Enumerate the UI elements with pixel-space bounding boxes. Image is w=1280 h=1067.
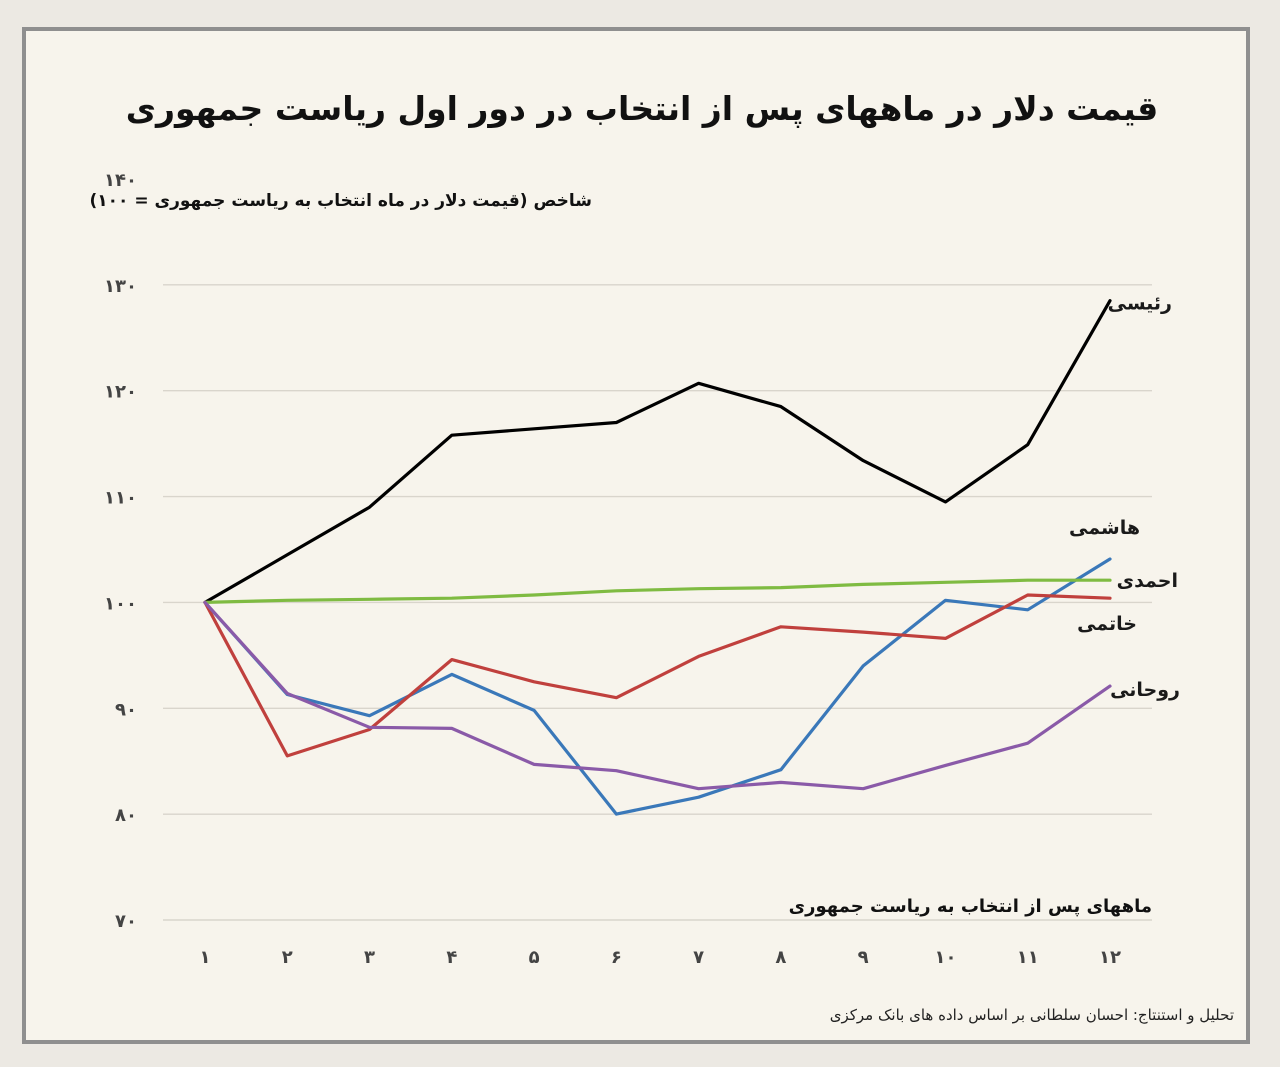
chart-title: قیمت دلار در ماههای پس از انتخاب در دور …: [126, 89, 1159, 129]
x-tick-label: ۴: [446, 947, 457, 968]
chart-frame: [22, 27, 1250, 1044]
x-tick-label: ۲: [282, 947, 293, 968]
y-tick-label: ۱۰۰: [104, 593, 137, 614]
y-tick-label: ۸۰: [115, 805, 137, 826]
series-lines: [203, 299, 1112, 816]
series-line: [203, 600, 1112, 791]
y-tick-label: ۷۰: [115, 911, 137, 932]
y-axis-ticks: ۷۰ ۸۰ ۹۰ ۱۰۰ ۱۱۰ ۱۲۰ ۱۳۰ ۱۴۰: [104, 170, 137, 932]
series-label: رئیسی: [1108, 293, 1172, 315]
y-tick-label: ۱۳۰: [104, 276, 137, 297]
series-label: روحانی: [1110, 679, 1180, 701]
source-credit: تحلیل و استنتاج: احسان سلطانی بر اساس دا…: [830, 1006, 1234, 1025]
x-tick-label: ۱۰: [934, 947, 956, 968]
x-tick-label: ۸: [775, 947, 786, 968]
y-tick-label: ۹۰: [115, 699, 137, 720]
x-tick-label: ۹: [858, 947, 869, 968]
series-line: [203, 593, 1112, 758]
x-axis-ticks: ۱ ۲ ۳ ۴ ۵ ۶ ۷ ۸ ۹ ۱۰ ۱۱ ۱۲: [200, 947, 1121, 968]
y-tick-label: ۱۴۰: [104, 170, 137, 191]
y-tick-label: ۱۲۰: [104, 382, 137, 403]
x-axis-label: ماههای پس از انتخاب به ریاست جمهوری: [789, 896, 1152, 917]
x-tick-label: ۱۲: [1099, 947, 1121, 968]
x-tick-label: ۱۱: [1017, 947, 1039, 968]
x-tick-label: ۷: [693, 947, 704, 968]
series-line: [203, 557, 1112, 816]
gridlines: [163, 284, 1152, 921]
chart-subtitle: شاخص (قیمت دلار در ماه انتخاب به ریاست ج…: [90, 191, 592, 211]
x-tick-label: ۶: [611, 947, 622, 968]
x-tick-label: ۱: [200, 947, 211, 968]
series-label: احمدی: [1117, 570, 1178, 592]
x-tick-label: ۵: [529, 947, 540, 968]
series-label: هاشمی: [1069, 517, 1140, 539]
series-line: [203, 578, 1112, 605]
series-label: خاتمی: [1077, 613, 1137, 635]
series-line: [203, 299, 1112, 605]
series-labels: رئیسی هاشمی احمدی خاتمی روحانی: [1069, 293, 1180, 701]
y-tick-label: ۱۱۰: [104, 488, 137, 509]
x-tick-label: ۳: [364, 947, 375, 968]
